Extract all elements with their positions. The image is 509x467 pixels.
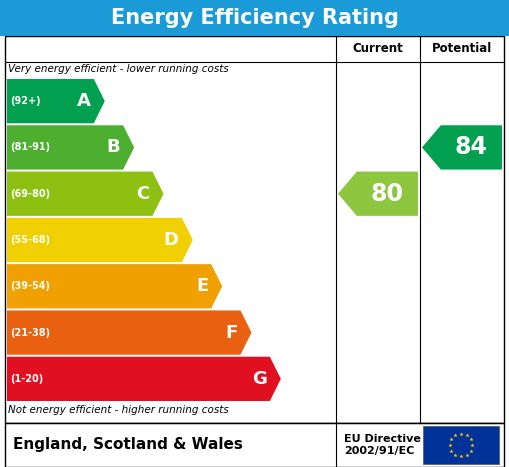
Text: England, Scotland & Wales: England, Scotland & Wales [13, 438, 243, 453]
Text: Energy Efficiency Rating: Energy Efficiency Rating [110, 8, 399, 28]
Text: G: G [252, 370, 267, 388]
Text: EU Directive
2002/91/EC: EU Directive 2002/91/EC [344, 434, 421, 456]
Polygon shape [7, 311, 251, 355]
Polygon shape [7, 264, 222, 308]
Polygon shape [7, 171, 163, 216]
Text: E: E [196, 277, 208, 295]
Bar [5, 423, 504, 467]
Polygon shape [7, 79, 105, 123]
Text: (1-20): (1-20) [10, 374, 43, 384]
Text: (39-54): (39-54) [10, 281, 50, 291]
Polygon shape [338, 171, 418, 216]
Text: Not energy efficient - higher running costs: Not energy efficient - higher running co… [8, 405, 229, 415]
Bar [423, 426, 499, 464]
Bar [5, 36, 504, 423]
Text: (69-80): (69-80) [10, 189, 50, 199]
Polygon shape [7, 218, 193, 262]
Polygon shape [7, 357, 281, 401]
Text: 80: 80 [371, 182, 404, 206]
Text: Current: Current [353, 42, 403, 56]
Text: C: C [136, 185, 150, 203]
Text: 84: 84 [455, 135, 488, 159]
Text: (92+): (92+) [10, 96, 41, 106]
Bar [0, 0, 509, 36]
Text: Potential: Potential [432, 42, 492, 56]
Text: D: D [164, 231, 179, 249]
Polygon shape [7, 125, 134, 170]
Text: (21-38): (21-38) [10, 327, 50, 338]
Text: F: F [225, 324, 238, 341]
Polygon shape [422, 125, 502, 170]
Text: (81-91): (81-91) [10, 142, 50, 152]
Text: B: B [106, 138, 120, 156]
Text: (55-68): (55-68) [10, 235, 50, 245]
Text: A: A [77, 92, 91, 110]
Text: Very energy efficient - lower running costs: Very energy efficient - lower running co… [8, 64, 229, 74]
